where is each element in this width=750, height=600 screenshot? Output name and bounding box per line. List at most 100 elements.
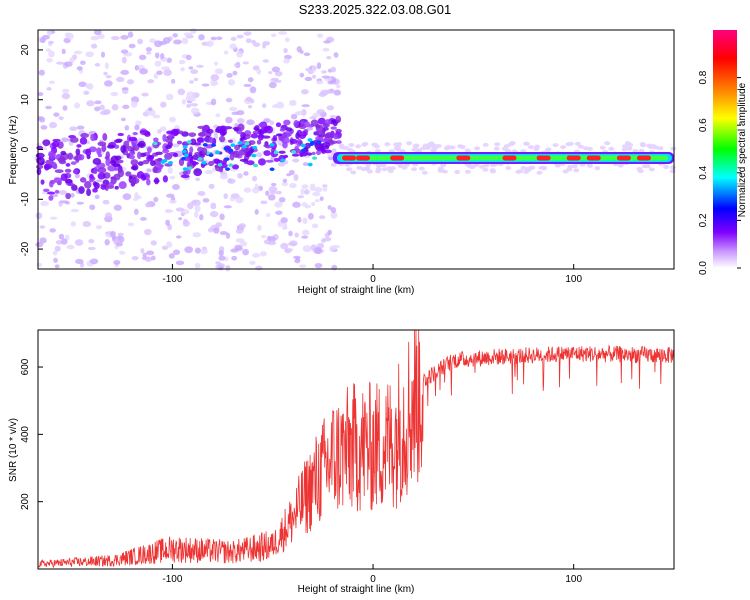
spectrogram-point xyxy=(76,66,83,71)
spectrogram-point xyxy=(303,52,311,57)
spectrogram-point xyxy=(151,255,156,261)
spectrogram-point xyxy=(275,210,283,215)
spectrogram-point xyxy=(256,152,263,158)
spectrogram-point xyxy=(121,87,129,91)
spectrogram-point xyxy=(243,83,252,88)
spectrogram-point xyxy=(329,245,337,252)
spectrogram-point xyxy=(45,159,54,165)
spectrogram-point xyxy=(173,39,182,45)
spectrogram-point xyxy=(265,125,271,131)
spectrogram-point xyxy=(459,144,466,149)
spectrogram-point xyxy=(262,103,267,109)
spectrogram-point xyxy=(299,49,304,54)
spectrogram-point xyxy=(142,252,147,258)
spectrogram-point xyxy=(228,163,234,167)
spectrogram-point xyxy=(54,245,61,252)
spectrogram-point xyxy=(61,88,70,93)
spectrogram-point xyxy=(297,195,305,199)
spectrogram-ridge-peak xyxy=(616,155,631,161)
spectrogram-point xyxy=(228,148,234,153)
spectrogram-point xyxy=(35,212,43,220)
spectrogram-point xyxy=(254,183,259,191)
spectrogram-point xyxy=(70,161,77,165)
spectrogram-point xyxy=(638,148,645,153)
spectrogram-point xyxy=(190,103,198,107)
colorbar-gradient xyxy=(713,30,737,268)
spectrogram-point xyxy=(346,167,353,172)
spectrogram-point xyxy=(110,91,119,97)
spectrogram-point xyxy=(147,79,155,84)
spectrogram-point xyxy=(70,208,80,213)
spectrogram-point xyxy=(527,145,534,150)
spectrogram-point xyxy=(307,138,313,142)
spectrogram-point xyxy=(158,164,164,168)
spectrogram-point xyxy=(89,177,94,183)
spectrogram-point xyxy=(356,165,363,170)
spectrogram-point xyxy=(95,225,103,230)
spectrogram-point xyxy=(315,124,324,133)
spectrogram-point xyxy=(61,48,66,55)
spectrogram-point xyxy=(45,105,52,110)
spectrogram-point xyxy=(133,208,139,215)
spectrogram-point xyxy=(323,40,330,44)
spectrogram-point xyxy=(292,158,300,163)
spectrogram-point xyxy=(210,98,217,106)
spectrogram-point xyxy=(225,98,233,103)
spectrogram-point xyxy=(201,147,208,155)
spectrogram-point xyxy=(192,160,197,167)
spectrogram-point xyxy=(445,145,452,150)
spectrogram-point xyxy=(242,61,250,65)
spectrogram-point xyxy=(193,211,199,218)
spectrogram-point xyxy=(226,73,233,78)
spectrogram-point xyxy=(214,68,224,75)
spectrogram-point xyxy=(225,167,231,171)
spectrogram-point xyxy=(79,177,87,183)
spectrogram-point xyxy=(223,146,229,151)
spectrogram-point xyxy=(35,142,42,147)
spectrogram-point xyxy=(263,118,271,124)
spectrogram-point xyxy=(172,249,181,255)
spectrogram-point xyxy=(66,244,75,250)
spectrogram-point xyxy=(257,133,264,141)
spectrogram-point xyxy=(154,60,162,67)
spectrogram-point xyxy=(272,134,278,141)
spectrogram-point xyxy=(72,169,78,174)
spectrogram-point xyxy=(293,120,300,127)
spectrogram-point xyxy=(258,158,266,166)
spectrogram-point xyxy=(236,50,244,58)
spectrogram-point xyxy=(65,162,71,167)
spectrogram-point xyxy=(251,153,257,158)
spectrogram-point xyxy=(161,245,169,251)
spectrogram-point xyxy=(153,137,159,142)
spectrogram-point xyxy=(322,127,329,131)
spectrogram-point xyxy=(216,36,223,41)
spectrogram-point xyxy=(144,131,151,137)
spectrogram-point xyxy=(70,221,77,227)
spectrogram-point xyxy=(153,73,159,80)
spectrogram-point xyxy=(199,214,204,221)
spectrogram-point xyxy=(312,191,321,197)
spectrogram-point xyxy=(127,222,135,227)
spectrogram-point xyxy=(62,105,68,111)
spectrogram-point xyxy=(190,138,197,146)
spectrogram-point xyxy=(282,222,288,229)
spectrogram-point xyxy=(249,260,256,265)
spectrogram-point xyxy=(43,140,49,147)
spectrogram-point xyxy=(46,87,52,91)
spectrogram-point xyxy=(127,31,134,38)
spectrogram-point xyxy=(146,168,152,173)
spectrogram-point xyxy=(330,115,337,119)
spectrogram-point xyxy=(324,119,332,125)
spectrogram-point xyxy=(194,205,201,212)
spectrogram-point xyxy=(229,152,235,161)
spectrogram-point xyxy=(230,36,237,42)
spectrogram-point xyxy=(49,121,58,129)
spectrogram-point xyxy=(270,33,277,38)
spectrogram-point xyxy=(256,139,262,145)
spectrogram-point xyxy=(219,231,228,236)
spectrogram-point xyxy=(244,141,250,146)
spectrogram-point xyxy=(130,159,139,166)
snr-y-tick-label: 200 xyxy=(20,493,31,510)
spectrogram-point xyxy=(283,47,288,54)
spectrogram-point xyxy=(482,167,489,172)
